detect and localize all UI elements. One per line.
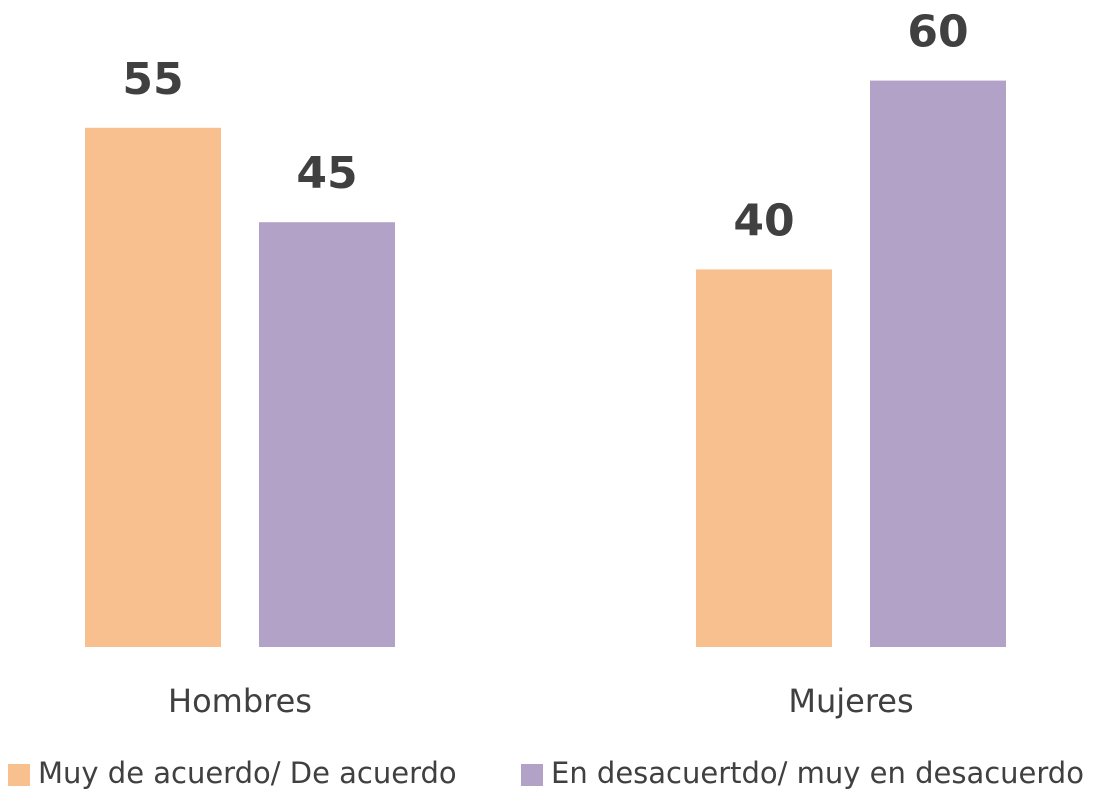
bar — [870, 80, 1006, 648]
value-label: 60 — [907, 7, 968, 58]
bar — [696, 269, 832, 647]
x-tick-label: Mujeres — [788, 682, 913, 720]
value-label: 40 — [733, 195, 794, 246]
value-label: 45 — [296, 148, 357, 199]
x-tick-label: Hombres — [168, 682, 312, 720]
bar — [85, 127, 221, 648]
legend-swatch — [521, 764, 543, 786]
value-label: 55 — [122, 54, 183, 105]
legend-swatch — [8, 764, 30, 786]
legend-label: Muy de acuerdo/ De acuerdo — [38, 756, 457, 790]
legend-label: En desacuertdo/ muy en desacuerdo — [551, 756, 1084, 790]
bar — [259, 222, 395, 647]
